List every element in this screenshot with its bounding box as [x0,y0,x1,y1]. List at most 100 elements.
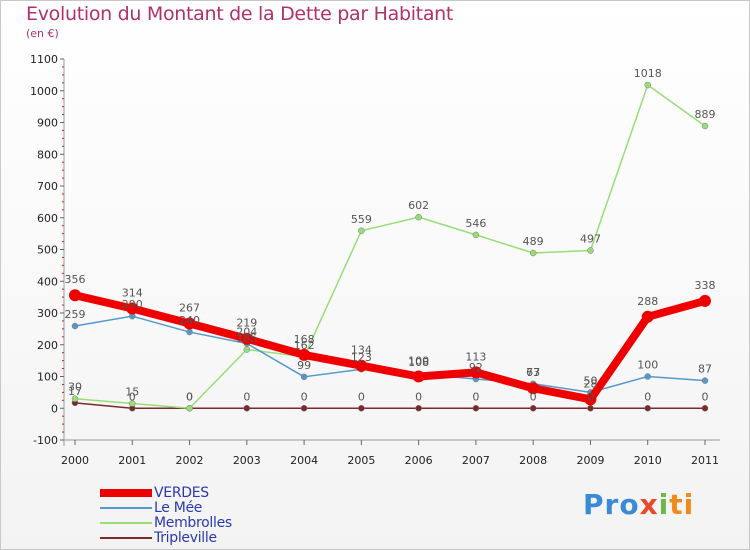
proxiti-logo: Proxiti [583,488,694,521]
data-point-le-m-e [71,322,79,330]
data-label-membrolles: 602 [408,199,429,212]
data-label-membrolles: 15 [125,385,139,398]
data-point-verdes [412,370,425,383]
data-label-tripleville: 0 [644,390,651,403]
data-point-le-m-e [644,373,651,380]
series-line-membrolles [74,84,706,409]
data-label-le-m-e: 100 [637,359,658,372]
x-tick-label: 2011 [691,454,719,467]
y-tick-label: 0 [51,402,58,415]
data-point-membrolles [644,81,651,89]
data-point-tripleville [300,405,308,412]
data-label-verdes: 219 [236,317,257,330]
y-tick-label: 500 [37,244,58,257]
data-point-membrolles [243,346,251,353]
x-tick-label: 2005 [347,454,375,467]
data-label-membrolles: 185 [236,332,257,345]
y-tick-label: 1000 [30,85,58,98]
data-point-membrolles [701,122,709,130]
data-label-membrolles: 559 [351,213,372,226]
x-tick-label: 2007 [462,454,490,467]
data-point-tripleville [358,405,365,412]
data-label-membrolles: 546 [465,217,486,230]
series-line-tripleville [74,402,706,409]
data-label-membrolles: 0 [186,390,193,403]
data-point-tripleville [529,405,537,412]
data-label-membrolles: 497 [580,232,601,245]
data-label-le-m-e: 50 [583,374,597,387]
y-tick-label: -100 [33,434,58,447]
data-label-verdes: 356 [65,273,86,286]
data-label-le-m-e: 77 [526,366,540,379]
legend-swatch-tripleville [100,537,152,539]
data-point-tripleville [587,405,594,412]
logo-part-1: Pro [583,488,640,521]
data-point-tripleville [644,405,651,412]
data-point-verdes [69,289,81,302]
data-label-verdes: 113 [465,350,486,363]
data-point-tripleville [243,405,251,412]
data-point-verdes [183,317,196,330]
x-tick-label: 2010 [634,454,662,467]
legend-swatch-verdes [100,489,152,497]
data-label-membrolles: 489 [523,235,544,248]
data-point-verdes [126,302,139,315]
data-label-le-m-e: 290 [122,298,143,311]
x-tick-label: 2003 [233,454,261,467]
legend-label-tripleville: Tripleville [154,530,217,546]
y-tick-label: 600 [37,212,58,225]
data-point-verdes [527,382,540,395]
data-point-membrolles [415,213,422,221]
x-tick-label: 2002 [176,454,204,467]
series-line-le-m-e [74,315,706,394]
series-layer [69,81,711,412]
data-point-verdes [298,348,311,361]
data-point-verdes [469,366,482,379]
data-point-le-m-e [186,328,193,336]
data-label-tripleville: 0 [415,390,422,403]
data-point-le-m-e [300,373,308,381]
data-label-membrolles: 889 [695,108,716,121]
logo-part-3: i [658,488,670,521]
data-label-verdes: 314 [122,287,143,300]
data-label-le-m-e: 240 [179,314,200,327]
data-label-tripleville: 0 [358,390,365,403]
x-tick-label: 2006 [405,454,433,467]
data-label-le-m-e: 92 [469,361,483,374]
data-point-tripleville [415,405,422,412]
chart-title: Evolution du Montant de la Dette par Hab… [26,3,454,25]
data-point-membrolles [71,395,79,402]
data-point-tripleville [472,405,480,412]
y-tick-label: 700 [37,180,58,193]
data-label-le-m-e: 123 [351,351,372,364]
logo-part-4: ti [669,488,695,521]
logo-part-2: x [639,488,659,521]
data-point-tripleville [701,405,709,412]
y-tick-label: 100 [37,371,58,384]
data-label-verdes: 267 [179,301,200,314]
data-point-verdes [641,310,654,323]
series-line-verdes [71,291,709,404]
legend-label-verdes: VERDES [154,485,209,501]
data-label-verdes: 168 [294,333,315,346]
x-tick-label: 2001 [118,454,146,467]
data-point-membrolles [529,249,537,257]
y-tick-label: 800 [37,148,58,161]
data-label-tripleville: 0 [530,390,537,403]
data-point-membrolles [358,227,365,235]
data-label-tripleville: 0 [186,390,193,403]
data-point-verdes [355,359,368,372]
data-label-verdes: 338 [695,279,716,292]
data-label-membrolles: 162 [294,339,315,352]
data-point-membrolles [587,247,594,254]
data-label-le-m-e: 259 [65,308,86,321]
data-label-tripleville: 0 [243,390,250,403]
legend-swatch-le-m-e [100,507,152,509]
data-label-le-m-e: 99 [297,359,311,372]
data-label-le-m-e: 108 [408,356,429,369]
data-point-membrolles [186,405,193,412]
data-point-membrolles [472,231,480,239]
data-label-tripleville: 0 [129,390,136,403]
